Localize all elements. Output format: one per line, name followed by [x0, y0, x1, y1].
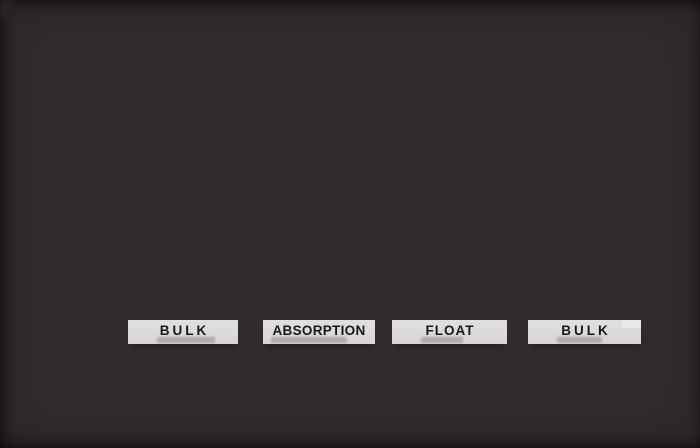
stage-label-float: FLOAT	[425, 322, 475, 338]
stage-label-bulk-1: BULK	[159, 322, 210, 338]
stage-button-float[interactable]: FLOAT	[392, 320, 507, 344]
stage-label-bulk-2: BULK	[561, 322, 611, 338]
label-reflection	[271, 337, 347, 343]
label-reflection	[157, 337, 215, 343]
stage-label-absorption: ABSORPTION	[272, 322, 366, 338]
stage-button-bulk-2[interactable]: BULK	[528, 320, 641, 344]
glare-highlight	[622, 320, 641, 328]
stage-button-absorption[interactable]: ABSORPTION	[263, 320, 375, 344]
label-reflection	[557, 337, 602, 343]
stage-button-bulk-1[interactable]: BULK	[128, 320, 238, 344]
label-reflection	[421, 337, 463, 343]
corner-vignette	[0, 0, 14, 18]
